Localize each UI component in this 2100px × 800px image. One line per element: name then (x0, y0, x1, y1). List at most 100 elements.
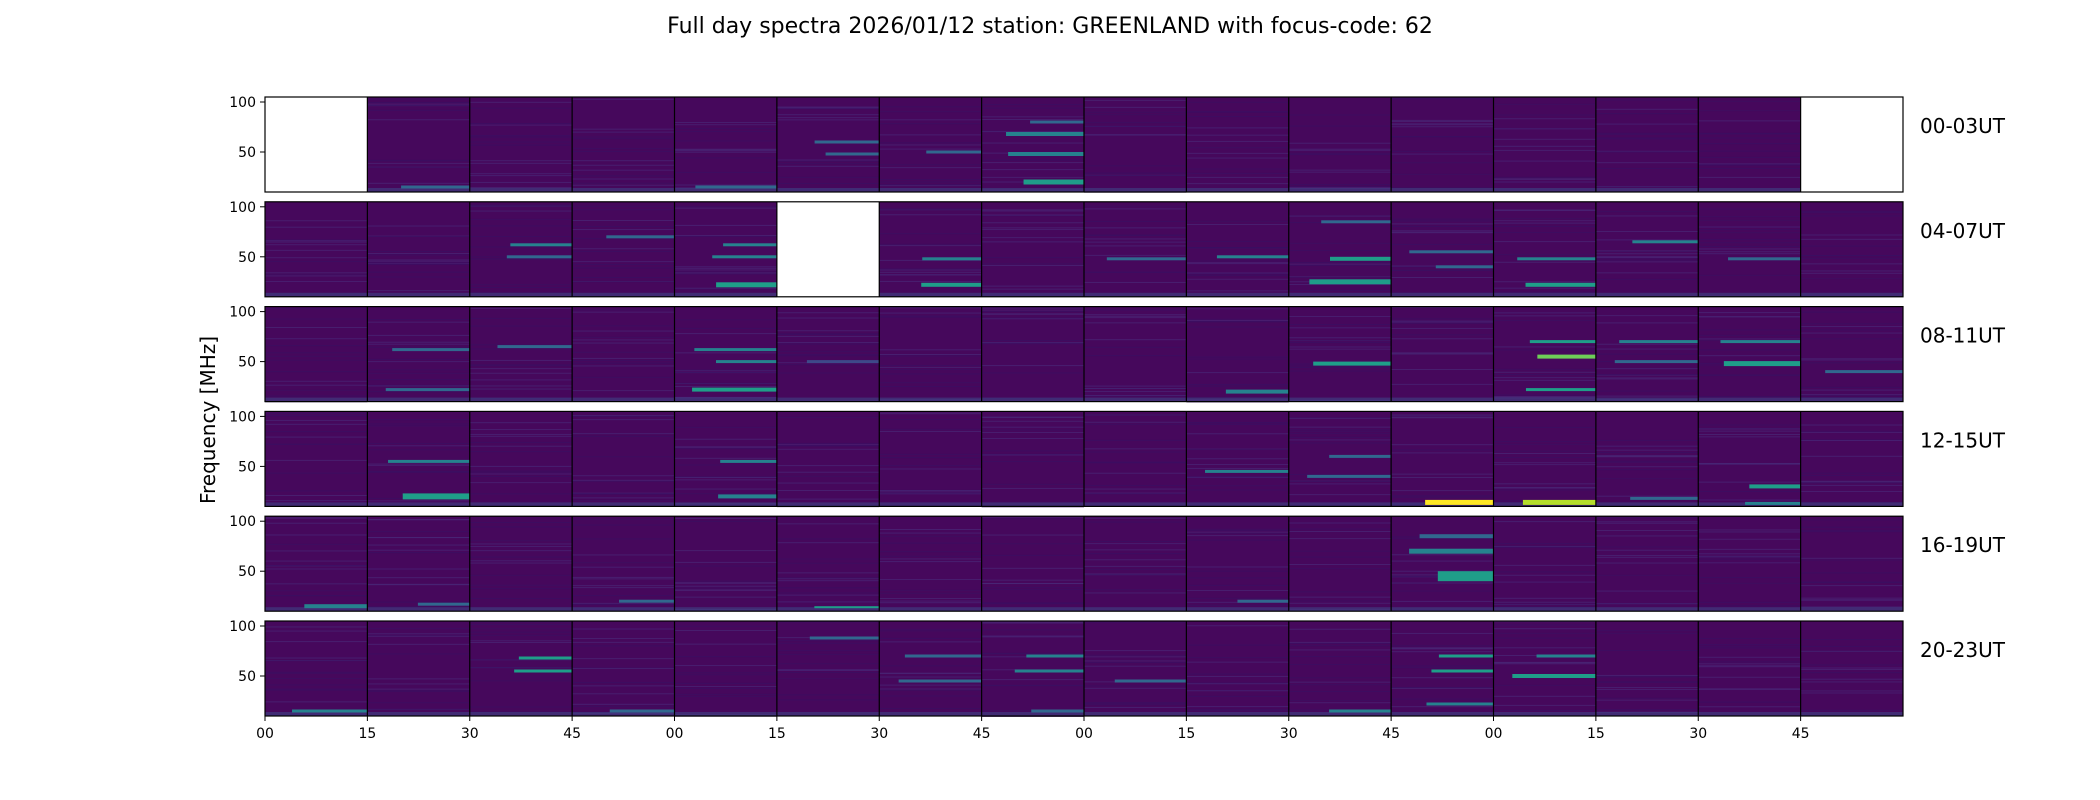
spectrum-texture (265, 384, 368, 386)
spectrum-floor (1698, 292, 1801, 297)
spectrum-texture (879, 600, 982, 602)
row-label: 08-11UT (1920, 324, 2006, 348)
spectrum-texture (1595, 368, 1699, 370)
spectrum-background (1391, 201, 1494, 297)
spectrum-texture (1595, 455, 1699, 457)
spectrum-texture (1084, 227, 1187, 229)
spectrum-texture (572, 98, 675, 100)
spectrum-texture (367, 251, 470, 253)
spectrum-texture (1288, 649, 1392, 651)
spectrum-texture (469, 162, 573, 164)
spectrum-background (981, 411, 1084, 507)
spectrum-texture (981, 622, 1084, 624)
spectrum-texture (1084, 238, 1187, 240)
spectrum-texture (776, 108, 880, 110)
spectrum-texture (367, 419, 470, 421)
spectrum-panel (265, 516, 368, 612)
spectrum-texture (1084, 322, 1187, 324)
spectrum-texture (674, 448, 777, 450)
spectrum-texture (572, 150, 675, 152)
spectrum-texture (469, 574, 573, 576)
spectrum-texture (1186, 321, 1289, 323)
emission-band (1728, 257, 1801, 261)
spectrum-texture (1186, 644, 1289, 646)
spectrum-floor (1595, 292, 1699, 297)
missing-panel (1800, 97, 1903, 192)
spectrum-texture (879, 492, 982, 494)
spectrum-texture (1595, 250, 1699, 252)
spectrum-panel (1288, 97, 1392, 192)
row-label: 04-07UT (1920, 219, 2006, 243)
spectrum-texture (469, 388, 573, 390)
spectrum-texture (674, 206, 777, 208)
spectrum-panel (469, 411, 573, 507)
spectrum-texture (776, 640, 880, 642)
spectrum-panel (1595, 306, 1699, 402)
spectrum-texture (469, 210, 573, 212)
spectrum-texture (1595, 556, 1699, 558)
spectrum-texture (1391, 667, 1494, 669)
spectrum-texture (674, 288, 777, 290)
emission-band (904, 654, 982, 658)
spectrum-floor (879, 607, 982, 612)
row-frame (264, 96, 1904, 193)
spectrum-panel (878, 621, 982, 717)
spectrum-panel (1185, 411, 1289, 507)
x-tick-label: 30 (870, 726, 888, 742)
spectrum-texture (1288, 242, 1392, 244)
spectrum-texture (1595, 632, 1699, 634)
spectrum-panel (469, 201, 573, 297)
spectrum-texture (1800, 245, 1903, 247)
spectrum-texture (1800, 431, 1903, 433)
spectrum-texture (1698, 582, 1801, 584)
spectrum-floor (776, 188, 880, 192)
emission-band (1630, 496, 1699, 500)
spectrum-texture (1391, 582, 1494, 584)
spectrum-texture (1493, 220, 1596, 222)
spectrum-panel (1083, 516, 1187, 612)
spectrum-texture (674, 493, 777, 495)
spectrum-background (879, 516, 982, 612)
spectrum-texture (1391, 123, 1494, 125)
spectrum-panel (776, 97, 880, 192)
spectrum-texture (674, 565, 777, 567)
spectrum-texture (879, 164, 982, 166)
spectrum-texture (469, 584, 573, 586)
spectrum-texture (1288, 249, 1392, 251)
spectrum-texture (674, 672, 777, 674)
spectrum-texture (469, 441, 573, 443)
spectrum-texture (572, 330, 675, 332)
spectrum-texture (367, 290, 470, 292)
spectrum-floor (776, 502, 880, 507)
spectrum-texture (981, 450, 1084, 452)
spectrum-texture (1493, 222, 1596, 224)
spectrum-texture (469, 433, 573, 435)
spectrum-panel (1697, 306, 1801, 402)
spectrum-texture (1595, 445, 1699, 447)
spectrum-texture (469, 204, 573, 206)
spectrum-panel (1697, 516, 1801, 612)
spectrum-texture (674, 273, 777, 275)
spectrum-texture (674, 151, 777, 153)
spectrum-texture (367, 104, 470, 106)
spectrum-texture (1595, 261, 1699, 263)
spectrum-floor (674, 188, 777, 192)
spectrum-texture (981, 214, 1084, 216)
spectrum-background (1084, 411, 1187, 507)
spectrum-texture (674, 370, 777, 372)
spectrum-texture (1084, 485, 1187, 487)
spectrum-texture (776, 594, 880, 596)
spectrum-floor (265, 292, 368, 297)
spectrum-texture (367, 463, 470, 465)
spectrum-texture (1698, 424, 1801, 426)
spectrum-texture (1698, 666, 1801, 668)
spectrum-texture (1084, 220, 1187, 222)
spectrum-texture (469, 562, 573, 564)
spectrum-panel (673, 97, 777, 192)
spectrum-panel (1288, 201, 1392, 297)
spectrum-texture (1800, 650, 1903, 652)
spectrum-texture (1595, 108, 1699, 110)
spectrum-panel (1185, 306, 1289, 403)
spectrum-texture (879, 707, 982, 709)
spectrum-texture (1698, 334, 1801, 336)
